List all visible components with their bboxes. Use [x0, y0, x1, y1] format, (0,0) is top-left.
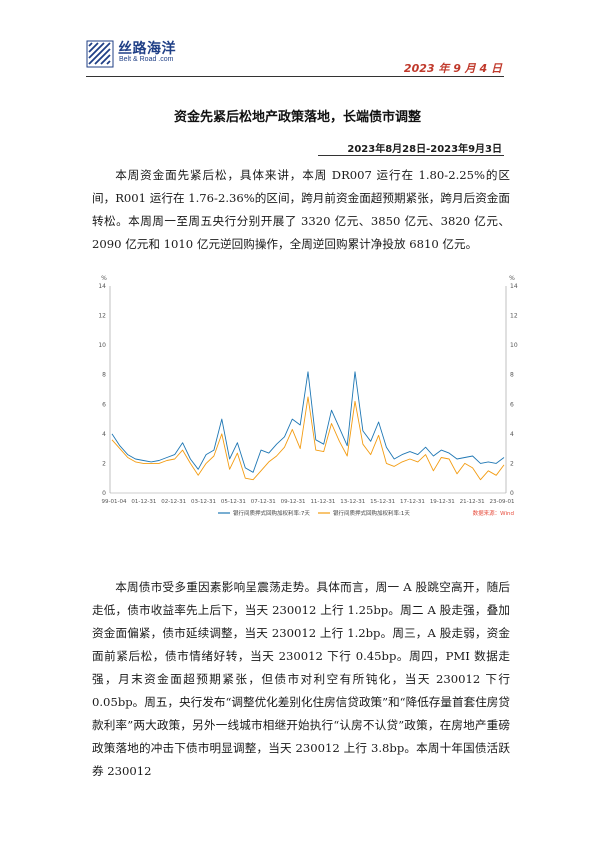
series-line-7day — [111, 371, 505, 473]
y-tick-label-right: 4 — [510, 431, 514, 438]
x-tick-label: 03-12-31 — [191, 499, 216, 505]
y-tick-label-left: 14 — [98, 283, 106, 290]
logo-globe-icon — [86, 40, 114, 68]
y-tick-label-left: 10 — [98, 342, 106, 349]
header-divider — [86, 76, 504, 77]
paragraph-funds: 本周资金面先紧后松，具体来讲，本周 DR007 运行在 1.80-2.25%的区… — [92, 164, 510, 256]
paragraph-bond-market: 本周债市受多重因素影响呈震荡走势。具体而言，周一 A 股跳空高开，随后走低，债市… — [92, 576, 510, 783]
y-unit-left: % — [101, 275, 107, 282]
x-tick-label: 99-01-04 — [102, 499, 127, 505]
article-title: 资金先紧后松地产政策落地，长端债市调整 — [173, 110, 421, 125]
x-tick-label: 17-12-31 — [400, 499, 425, 505]
y-unit-right: % — [509, 275, 515, 282]
series-line-1day — [111, 396, 505, 481]
y-tick-label-right: 10 — [510, 342, 518, 349]
x-axis: 99-01-04 01-12-31 02-12-31 03-12-31 05-12-31… — [102, 492, 515, 505]
y-tick-label-right: 2 — [510, 460, 514, 467]
x-tick-label: 05-12-31 — [221, 499, 246, 505]
plot-area — [111, 371, 505, 481]
x-tick-label: 01-12-31 — [131, 499, 156, 505]
x-tick-label: 15-12-31 — [370, 499, 395, 505]
paragraph-bond-market-text: 本周债市受多重因素影响呈震荡走势。具体而言，周一 A 股跳空高开，随后走低，债市… — [92, 580, 510, 778]
y-tick-label-right: 6 — [510, 401, 514, 408]
y-tick-label-left: 2 — [102, 460, 106, 467]
y-tick-label-right: 0 — [510, 490, 514, 497]
x-tick-label: 11-12-31 — [310, 499, 335, 505]
site-logo[interactable]: 丝路海洋 Belt & Road .com — [86, 36, 196, 70]
y-tick-label-right: 14 — [510, 283, 518, 290]
y-tick-label-left: 6 — [102, 401, 106, 408]
y-axis-right: % 0 2 4 6 8 10 12 14 — [505, 275, 518, 497]
logo-text-en: Belt & Road .com — [119, 56, 174, 63]
date-range-underline — [318, 155, 504, 156]
legend-label: 银行间质押式回购加权利率:7天 — [233, 509, 310, 517]
legend-label: 银行间质押式回购加权利率:1天 — [333, 509, 410, 517]
y-tick-label-right: 12 — [510, 313, 518, 320]
chart-source: 数据来源：Wind — [473, 509, 514, 517]
logo-text-cn: 丝路海洋 — [118, 41, 176, 57]
y-tick-label-right: 8 — [510, 372, 514, 379]
x-tick-label: 13-12-31 — [340, 499, 365, 505]
y-tick-label-left: 8 — [102, 372, 106, 379]
y-tick-label-left: 0 — [102, 490, 106, 497]
x-tick-label: 21-12-31 — [460, 499, 485, 505]
x-tick-label: 19-12-31 — [430, 499, 455, 505]
y-tick-label-left: 4 — [102, 431, 106, 438]
x-tick-label: 23-09-01 — [490, 499, 515, 505]
date-range: 2023年8月28日-2023年9月3日 — [347, 144, 502, 155]
x-tick-label: 07-12-31 — [251, 499, 276, 505]
y-tick-label-left: 12 — [98, 313, 106, 320]
y-axis-left: % 0 2 4 6 8 10 12 14 — [98, 275, 111, 497]
x-tick-label: 09-12-31 — [281, 499, 306, 505]
report-date: 2023 年 9 月 4 日 — [403, 62, 502, 75]
repo-rate-chart: % 0 2 4 6 8 10 12 14 % 0 2 4 6 8 10 12 14 99-01-04 01-12-… — [98, 275, 518, 517]
x-tick-label: 02-12-31 — [161, 499, 186, 505]
chart-legend: 银行间质押式回购加权利率:7天 银行间质押式回购加权利率:1天 — [218, 509, 410, 517]
paragraph-funds-text: 本周资金面先紧后松，具体来讲，本周 DR007 运行在 1.80-2.25%的区… — [92, 168, 510, 251]
